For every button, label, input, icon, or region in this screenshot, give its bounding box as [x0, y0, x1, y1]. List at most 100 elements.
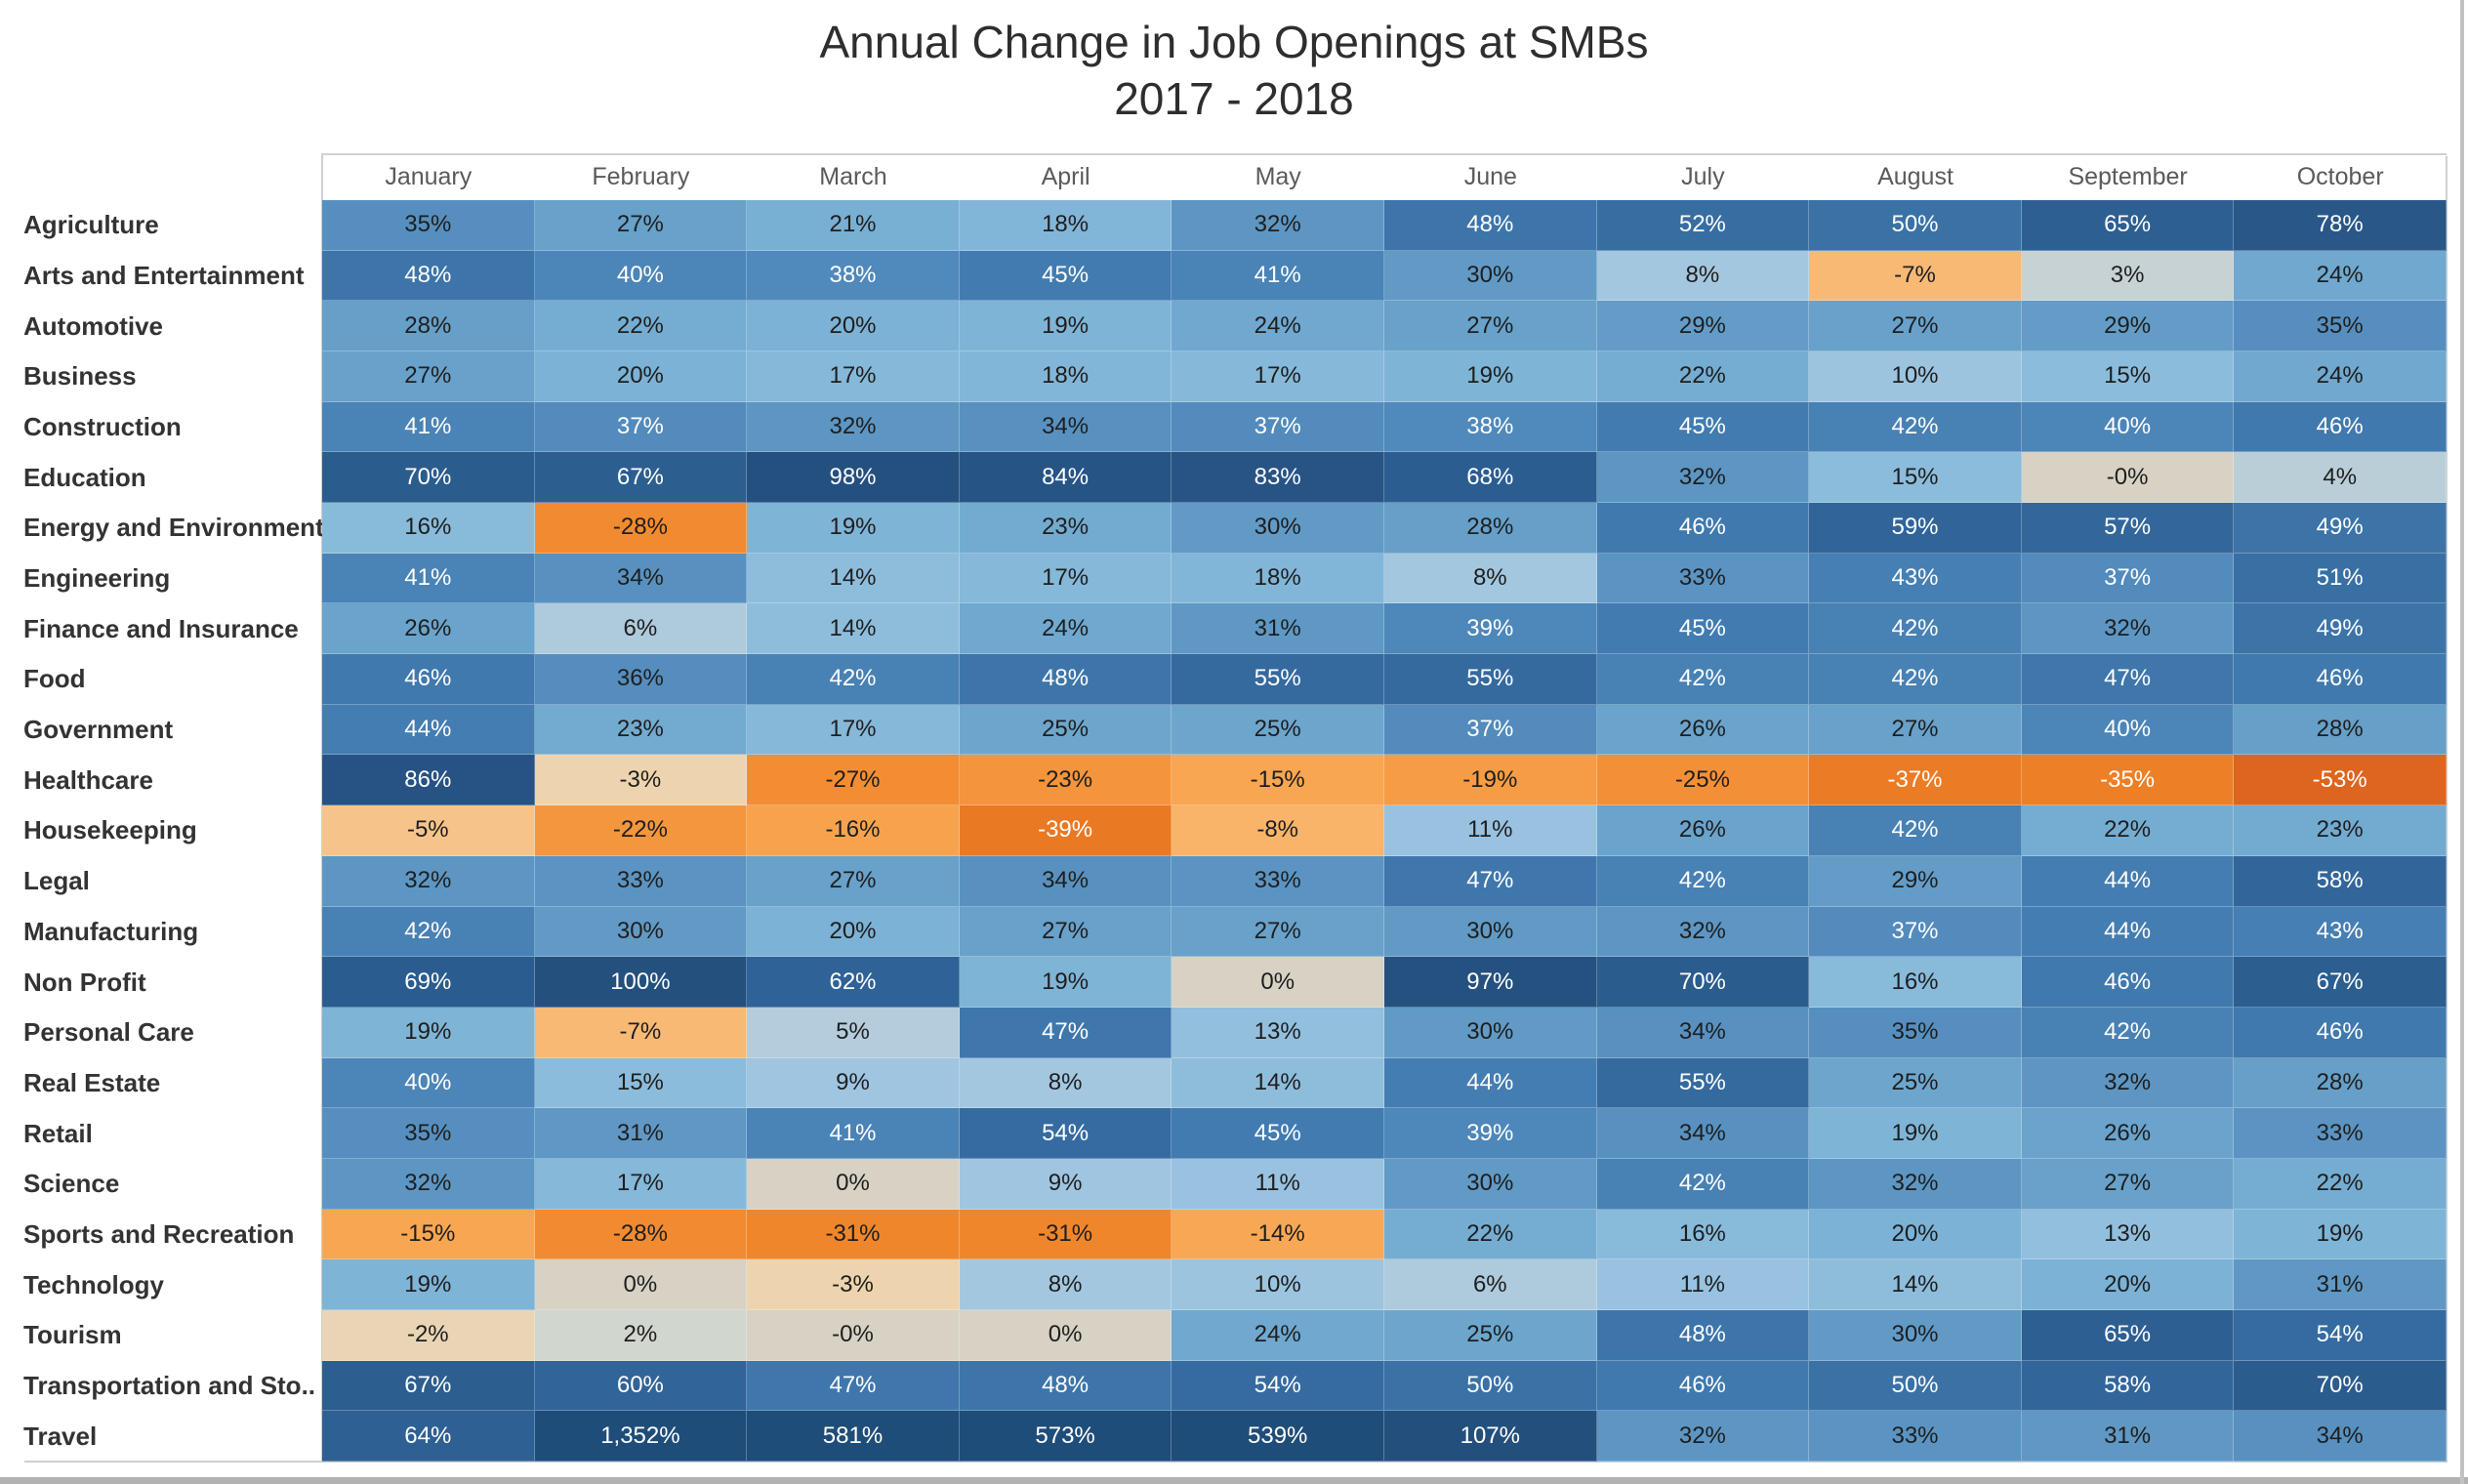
- heatmap-cell[interactable]: 70%: [1596, 957, 1810, 1008]
- heatmap-cell[interactable]: 0%: [747, 1158, 960, 1210]
- heatmap-cell[interactable]: 45%: [1172, 1108, 1384, 1159]
- heatmap-cell[interactable]: 70%: [2234, 1360, 2447, 1412]
- row-label-tourism[interactable]: Tourism: [23, 1320, 122, 1350]
- heatmap-cell[interactable]: 20%: [2021, 1259, 2235, 1310]
- heatmap-cell[interactable]: 42%: [1596, 1158, 1810, 1210]
- heatmap-cell[interactable]: 58%: [2234, 855, 2447, 907]
- heatmap-cell[interactable]: 48%: [959, 1360, 1172, 1412]
- heatmap-cell[interactable]: 46%: [2234, 1007, 2447, 1058]
- heatmap-cell[interactable]: 8%: [1596, 250, 1810, 302]
- heatmap-cell[interactable]: 32%: [322, 1158, 535, 1210]
- heatmap-cell[interactable]: 32%: [1596, 1411, 1810, 1462]
- heatmap-cell[interactable]: 31%: [534, 1108, 748, 1159]
- heatmap-cell[interactable]: 57%: [2021, 503, 2235, 554]
- heatmap-cell[interactable]: 38%: [1384, 401, 1597, 453]
- heatmap-cell[interactable]: 20%: [747, 906, 960, 958]
- heatmap-cell[interactable]: 41%: [322, 401, 535, 453]
- row-label-legal[interactable]: Legal: [23, 866, 90, 896]
- heatmap-cell[interactable]: 33%: [1172, 855, 1384, 907]
- heatmap-cell[interactable]: 84%: [959, 452, 1172, 504]
- heatmap-cell[interactable]: 26%: [322, 603, 535, 655]
- heatmap-cell[interactable]: 34%: [1596, 1007, 1810, 1058]
- heatmap-cell[interactable]: 45%: [959, 250, 1172, 302]
- heatmap-cell[interactable]: 70%: [322, 452, 535, 504]
- heatmap-cell[interactable]: -5%: [322, 805, 535, 856]
- heatmap-cell[interactable]: 33%: [1809, 1411, 2022, 1462]
- heatmap-cell[interactable]: -0%: [2021, 452, 2235, 504]
- heatmap-cell[interactable]: 27%: [1809, 704, 2022, 756]
- heatmap-cell[interactable]: -15%: [1172, 755, 1384, 806]
- row-label-science[interactable]: Science: [23, 1169, 120, 1199]
- row-label-automotive[interactable]: Automotive: [23, 310, 163, 341]
- heatmap-cell[interactable]: -25%: [1596, 755, 1810, 806]
- column-header-january[interactable]: January: [385, 162, 473, 190]
- heatmap-cell[interactable]: 26%: [2021, 1108, 2235, 1159]
- heatmap-cell[interactable]: 19%: [747, 503, 960, 554]
- heatmap-cell[interactable]: 18%: [959, 351, 1172, 402]
- heatmap-cell[interactable]: 19%: [2234, 1209, 2447, 1260]
- heatmap-cell[interactable]: 54%: [959, 1108, 1172, 1159]
- row-label-retail[interactable]: Retail: [23, 1118, 93, 1148]
- heatmap-cell[interactable]: 55%: [1384, 654, 1597, 705]
- heatmap-cell[interactable]: 27%: [1384, 301, 1597, 352]
- heatmap-cell[interactable]: -22%: [534, 805, 748, 856]
- heatmap-cell[interactable]: 24%: [959, 603, 1172, 655]
- heatmap-cell[interactable]: 24%: [1172, 1309, 1384, 1361]
- heatmap-cell[interactable]: 34%: [959, 401, 1172, 453]
- heatmap-cell[interactable]: 37%: [534, 401, 748, 453]
- heatmap-cell[interactable]: 6%: [1384, 1259, 1597, 1310]
- heatmap-cell[interactable]: 67%: [534, 452, 748, 504]
- heatmap-cell[interactable]: 27%: [2021, 1158, 2235, 1210]
- column-header-february[interactable]: February: [592, 162, 690, 190]
- row-label-healthcare[interactable]: Healthcare: [23, 764, 153, 795]
- heatmap-cell[interactable]: 47%: [959, 1007, 1172, 1058]
- heatmap-cell[interactable]: 44%: [1384, 1057, 1597, 1109]
- column-header-october[interactable]: October: [2296, 162, 2384, 190]
- heatmap-cell[interactable]: 41%: [747, 1108, 960, 1159]
- heatmap-cell[interactable]: 18%: [959, 200, 1172, 251]
- heatmap-cell[interactable]: 46%: [2234, 401, 2447, 453]
- heatmap-cell[interactable]: 30%: [1384, 1158, 1597, 1210]
- heatmap-cell[interactable]: -15%: [322, 1209, 535, 1260]
- heatmap-cell[interactable]: 51%: [2234, 553, 2447, 604]
- heatmap-cell[interactable]: 65%: [2021, 200, 2235, 251]
- heatmap-cell[interactable]: 46%: [2234, 654, 2447, 705]
- heatmap-cell[interactable]: 32%: [747, 401, 960, 453]
- heatmap-cell[interactable]: 20%: [534, 351, 748, 402]
- heatmap-cell[interactable]: 54%: [1172, 1360, 1384, 1412]
- heatmap-cell[interactable]: 20%: [747, 301, 960, 352]
- heatmap-cell[interactable]: 41%: [322, 553, 535, 604]
- column-header-march[interactable]: March: [819, 162, 887, 190]
- heatmap-cell[interactable]: 44%: [2021, 855, 2235, 907]
- heatmap-cell[interactable]: 30%: [1384, 906, 1597, 958]
- heatmap-cell[interactable]: 35%: [2234, 301, 2447, 352]
- heatmap-cell[interactable]: 32%: [1809, 1158, 2022, 1210]
- heatmap-cell[interactable]: 50%: [1809, 200, 2022, 251]
- heatmap-cell[interactable]: 28%: [2234, 704, 2447, 756]
- heatmap-cell[interactable]: 45%: [1596, 401, 1810, 453]
- heatmap-cell[interactable]: 11%: [1596, 1259, 1810, 1310]
- heatmap-cell[interactable]: 34%: [959, 855, 1172, 907]
- heatmap-cell[interactable]: 40%: [534, 250, 748, 302]
- heatmap-cell[interactable]: 46%: [2021, 957, 2235, 1008]
- row-label-food[interactable]: Food: [23, 664, 86, 694]
- heatmap-cell[interactable]: 28%: [1384, 503, 1597, 554]
- heatmap-cell[interactable]: -37%: [1809, 755, 2022, 806]
- heatmap-cell[interactable]: -23%: [959, 755, 1172, 806]
- heatmap-cell[interactable]: 40%: [2021, 401, 2235, 453]
- heatmap-cell[interactable]: 30%: [1384, 1007, 1597, 1058]
- heatmap-cell[interactable]: 42%: [1596, 855, 1810, 907]
- heatmap-cell[interactable]: 33%: [1596, 553, 1810, 604]
- heatmap-cell[interactable]: 17%: [747, 704, 960, 756]
- heatmap-cell[interactable]: 47%: [747, 1360, 960, 1412]
- heatmap-cell[interactable]: 15%: [2021, 351, 2235, 402]
- heatmap-cell[interactable]: 25%: [1172, 704, 1384, 756]
- heatmap-cell[interactable]: -3%: [534, 755, 748, 806]
- heatmap-cell[interactable]: 37%: [1809, 906, 2022, 958]
- heatmap-cell[interactable]: 23%: [2234, 805, 2447, 856]
- heatmap-cell[interactable]: 50%: [1384, 1360, 1597, 1412]
- heatmap-cell[interactable]: 25%: [1809, 1057, 2022, 1109]
- heatmap-cell[interactable]: 42%: [1809, 805, 2022, 856]
- heatmap-cell[interactable]: 46%: [1596, 503, 1810, 554]
- row-label-government[interactable]: Government: [23, 715, 174, 745]
